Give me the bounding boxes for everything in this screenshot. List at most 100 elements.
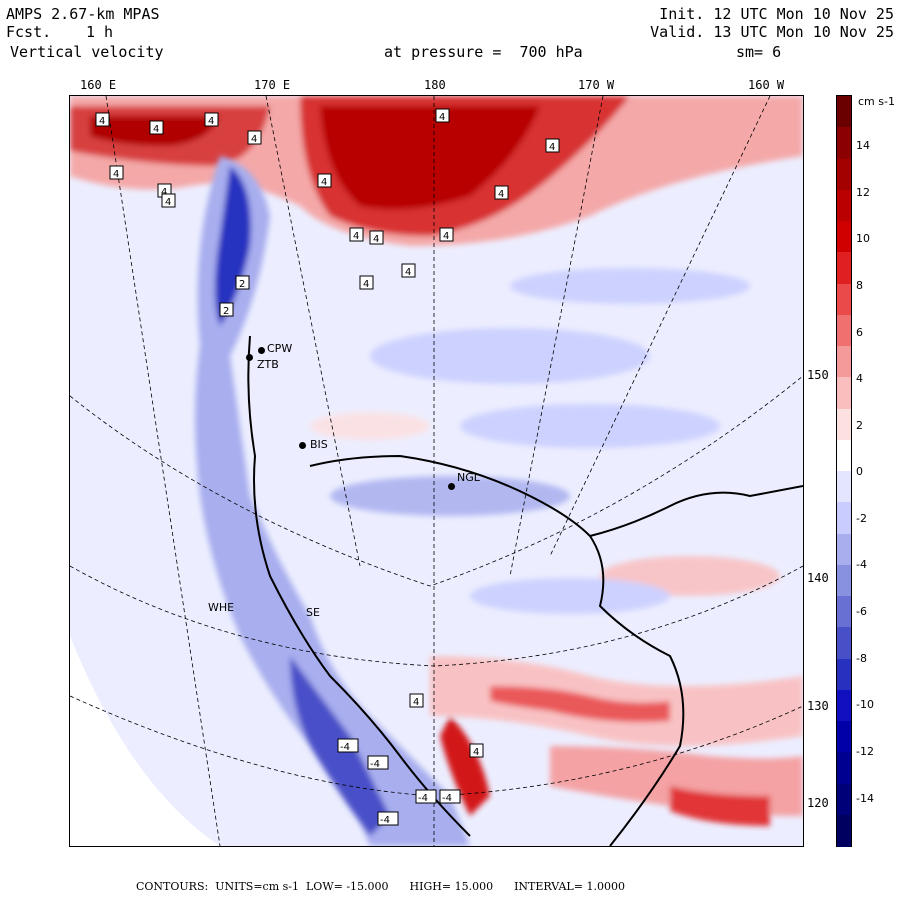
svg-text:2: 2 bbox=[223, 306, 229, 317]
contour-label: 4 bbox=[469, 743, 484, 758]
contour-label: 4 bbox=[409, 693, 424, 708]
contour-label: 4 bbox=[369, 230, 384, 245]
forecast-label: Fcst. bbox=[6, 23, 52, 41]
smoothing-value: sm= 6 bbox=[736, 43, 782, 61]
lat-label-150w: 150 W bbox=[806, 368, 845, 382]
colorbar bbox=[836, 95, 852, 847]
colorbar-tick: -4 bbox=[856, 558, 867, 571]
colorbar-segment bbox=[837, 627, 851, 659]
colorbar-units: cm s-1 bbox=[858, 95, 895, 108]
contour-label: 4 bbox=[109, 165, 124, 180]
lat-label-140w: 140 W bbox=[806, 571, 845, 585]
contour-label: 4 bbox=[95, 112, 110, 127]
footer-contours-label: CONTOURS: bbox=[136, 880, 209, 893]
svg-text:4: 4 bbox=[99, 116, 105, 127]
contour-label: -4 bbox=[337, 738, 359, 753]
contour-label: -4 bbox=[439, 789, 461, 804]
forecast-hour: 1 h bbox=[86, 23, 114, 41]
svg-text:-4: -4 bbox=[418, 793, 428, 804]
colorbar-segment bbox=[837, 502, 851, 534]
variable-name: Vertical velocity bbox=[10, 43, 164, 61]
svg-text:-4: -4 bbox=[442, 793, 452, 804]
station-dot-ngl bbox=[448, 483, 455, 490]
svg-text:-4: -4 bbox=[380, 815, 390, 826]
colorbar-segment bbox=[837, 439, 851, 472]
svg-text:2: 2 bbox=[239, 279, 245, 290]
updraft-bands-south bbox=[430, 656, 803, 826]
contour-label: 4 bbox=[204, 112, 219, 127]
svg-text:4: 4 bbox=[413, 697, 419, 708]
contour-label: -4 bbox=[377, 811, 399, 826]
svg-text:4: 4 bbox=[153, 124, 159, 135]
svg-text:4: 4 bbox=[405, 267, 411, 278]
svg-text:4: 4 bbox=[113, 169, 119, 180]
map-field-svg: 4 4 4 4 4 4 4 4 4 4 4 4 4 4 4 4 4 4 2 2 … bbox=[70, 96, 803, 846]
colorbar-tick: -14 bbox=[856, 792, 874, 805]
colorbar-segment bbox=[837, 377, 851, 409]
contour-label: 4 bbox=[349, 227, 364, 242]
colorbar-segment bbox=[837, 158, 851, 191]
station-label-whe: WHE bbox=[208, 601, 235, 614]
colorbar-segment bbox=[837, 533, 851, 566]
colorbar-tick: -6 bbox=[856, 605, 867, 618]
colorbar-tick: 14 bbox=[856, 139, 870, 152]
outside-domain-area bbox=[70, 636, 220, 846]
svg-text:4: 4 bbox=[353, 231, 359, 242]
svg-text:4: 4 bbox=[161, 187, 167, 198]
contour-label: 2 bbox=[219, 302, 234, 317]
colorbar-tick: 12 bbox=[856, 186, 870, 199]
contour-label: -4 bbox=[367, 755, 389, 770]
colorbar-tick: -2 bbox=[856, 512, 867, 525]
station-label-ztb: ZTB bbox=[257, 358, 279, 371]
svg-text:-4: -4 bbox=[340, 742, 350, 753]
contour-label: 2 bbox=[235, 275, 250, 290]
vertical-velocity-map: 4 4 4 4 4 4 4 4 4 4 4 4 4 4 4 4 4 4 2 2 … bbox=[69, 95, 804, 847]
svg-text:4: 4 bbox=[473, 747, 479, 758]
lon-label-170e: 170 E bbox=[254, 78, 291, 92]
lon-label-170w: 170 W bbox=[578, 78, 615, 92]
valid-time: Valid. 13 UTC Mon 10 Nov 25 bbox=[650, 23, 894, 41]
colorbar-segment bbox=[837, 346, 851, 378]
colorbar-segment bbox=[837, 721, 851, 753]
svg-text:-4: -4 bbox=[370, 759, 380, 770]
colorbar-segment bbox=[837, 471, 851, 503]
colorbar-segment bbox=[837, 658, 851, 691]
footer-interval: INTERVAL= 1.0000 bbox=[514, 880, 625, 893]
colorbar-segment bbox=[837, 752, 851, 784]
init-time: Init. 12 UTC Mon 10 Nov 25 bbox=[659, 5, 894, 23]
colorbar-tick: 6 bbox=[856, 326, 863, 339]
colorbar-segment bbox=[837, 127, 851, 159]
station-dot-bis bbox=[299, 442, 306, 449]
contour-label: 4 bbox=[317, 173, 332, 188]
contour-labels: 4 4 4 4 4 4 4 4 4 4 4 4 4 4 4 4 4 4 2 2 … bbox=[95, 108, 560, 826]
lon-label-160w: 160 W bbox=[748, 78, 785, 92]
station-label-se: SE bbox=[306, 606, 320, 619]
svg-text:4: 4 bbox=[251, 134, 257, 145]
station-label-cpw: CPW bbox=[267, 342, 293, 355]
colorbar-tick: -10 bbox=[856, 698, 874, 711]
svg-text:4: 4 bbox=[373, 234, 379, 245]
station-dot-cpw bbox=[258, 347, 265, 354]
model-title: AMPS 2.67-km MPAS bbox=[6, 5, 160, 23]
colorbar-tick: -8 bbox=[856, 652, 867, 665]
svg-text:4: 4 bbox=[165, 197, 171, 208]
colorbar-tick: 8 bbox=[856, 279, 863, 292]
svg-text:4: 4 bbox=[439, 112, 445, 123]
lon-label-160e: 160 E bbox=[80, 78, 117, 92]
station-label-bis: BIS bbox=[310, 438, 328, 451]
contour-label: 4 bbox=[359, 275, 374, 290]
contour-label: 4 bbox=[545, 138, 560, 153]
colorbar-segment bbox=[837, 408, 851, 441]
svg-text:4: 4 bbox=[498, 189, 504, 200]
colorbar-tick: -12 bbox=[856, 745, 874, 758]
colorbar-tick: 2 bbox=[856, 419, 863, 432]
svg-text:4: 4 bbox=[321, 177, 327, 188]
colorbar-segment bbox=[837, 221, 851, 253]
station-label-ngl: NGL bbox=[457, 471, 480, 484]
colorbar-segment bbox=[837, 283, 851, 316]
lon-label-180: 180 bbox=[424, 78, 446, 92]
contour-label: 4 bbox=[149, 120, 164, 135]
colorbar-segment bbox=[837, 189, 851, 222]
colorbar-segment bbox=[837, 814, 851, 847]
contour-label: 4 bbox=[401, 263, 416, 278]
